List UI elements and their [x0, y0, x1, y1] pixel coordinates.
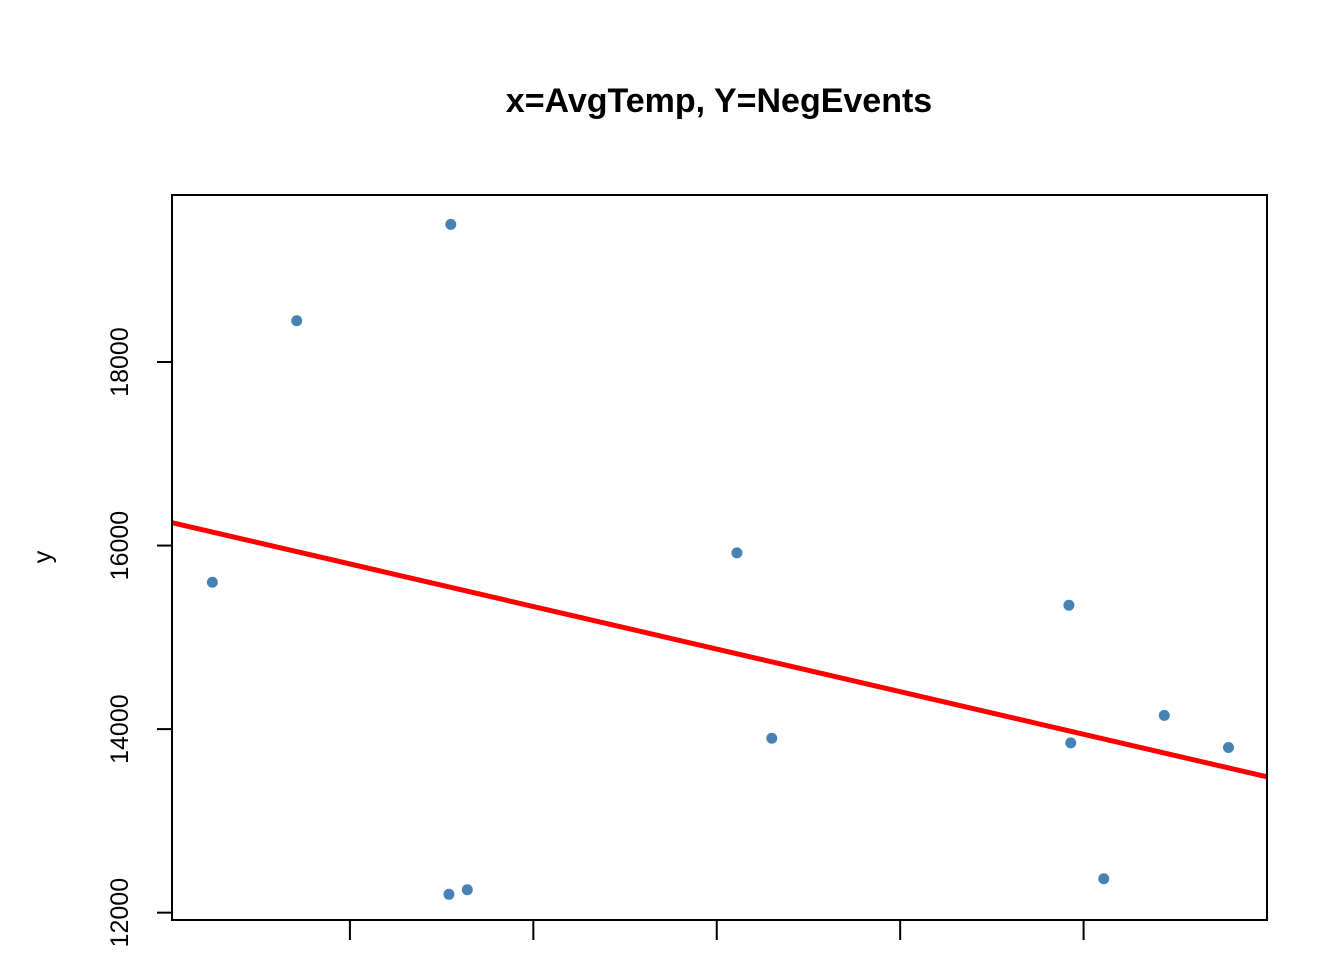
y-tick-label: 18000 — [106, 327, 134, 397]
data-points — [206, 218, 1234, 900]
data-point — [1063, 599, 1075, 611]
regression-line — [172, 520, 1267, 780]
data-point — [1098, 873, 1110, 885]
data-point — [445, 218, 457, 230]
data-point — [766, 732, 778, 744]
plot-frame — [171, 194, 1268, 921]
y-tick-label: 12000 — [106, 878, 134, 948]
data-point — [461, 884, 473, 896]
y-tick-label: 16000 — [106, 511, 134, 581]
y-axis: 12000 14000 16000 18000 — [106, 327, 172, 947]
data-point — [291, 315, 303, 327]
data-point — [443, 888, 455, 900]
x-axis — [348, 920, 1085, 940]
data-point — [1222, 741, 1234, 753]
data-point — [206, 576, 218, 588]
y-axis-label: y — [29, 550, 57, 563]
data-point — [1065, 737, 1077, 749]
y-tick-label: 14000 — [106, 694, 134, 764]
data-point — [1158, 709, 1170, 721]
data-point — [731, 547, 743, 559]
chart-title: x=AvgTemp, Y=NegEvents — [506, 82, 932, 120]
